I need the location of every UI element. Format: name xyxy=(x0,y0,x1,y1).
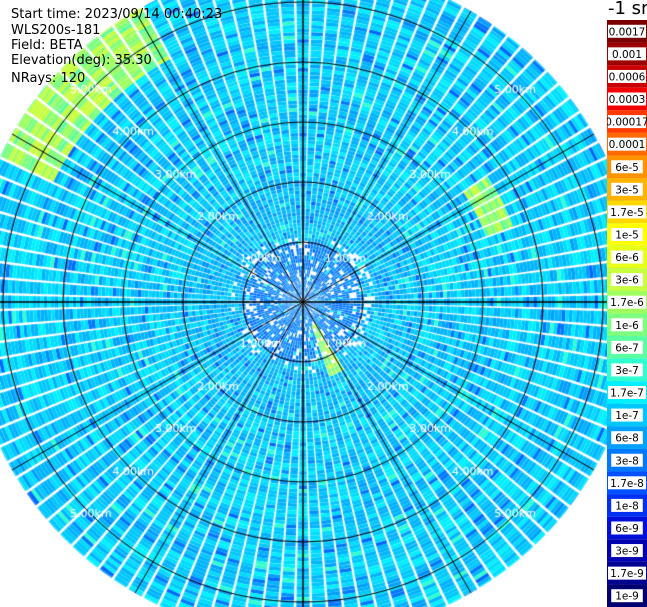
colorbar-label-bg xyxy=(608,115,646,129)
colorbar-tick-label: 1e-7 xyxy=(615,410,639,422)
colorbar-tick-label: 1e-8 xyxy=(615,500,639,512)
colorbar-tick-label: 1.7e-7 xyxy=(610,388,644,400)
colorbar-label-bg xyxy=(608,205,646,219)
colorbar-label-bg xyxy=(608,69,646,83)
colorbar-label-bg xyxy=(608,386,646,400)
colorbar-label-bg xyxy=(608,92,646,106)
colorbar-label-bg xyxy=(608,137,646,151)
colorbar-unit-label: -1 sr xyxy=(608,0,647,19)
colorbar-label-bg xyxy=(611,340,643,354)
colorbar-tick-label: 1e-5 xyxy=(615,229,639,241)
field-name: Field: BETA xyxy=(11,38,83,53)
colorbar-label-bg xyxy=(611,453,643,467)
colorbar-tick-label: 0.0006 xyxy=(609,71,646,83)
elevation-angle: Elevation(deg): 35.30 xyxy=(11,53,152,68)
colorbar-label-bg xyxy=(611,273,643,287)
colorbar-label-bg xyxy=(611,363,643,377)
colorbar-tick-label: 0.001 xyxy=(612,49,642,61)
start-time: Start time: 2023/09/14 00:40:23 xyxy=(11,7,223,22)
colorbar-tick-label: 1.7e-5 xyxy=(610,207,644,219)
colorbar-tick-label: 6e-6 xyxy=(615,252,639,264)
colorbar-tick-label: 3e-6 xyxy=(615,275,639,287)
colorbar-tick-label: 0.00017 xyxy=(607,117,647,129)
colorbar-tick-label: 6e-7 xyxy=(615,342,639,354)
colorbar-label-bg xyxy=(611,431,643,445)
colorbar-label-bg xyxy=(611,589,643,603)
colorbar-tick-label: 3e-9 xyxy=(615,546,639,558)
colorbar-label-bg xyxy=(611,408,643,422)
instrument-name: WLS200s-181 xyxy=(11,23,101,38)
colorbar-label-bg xyxy=(611,160,643,174)
nrays-count: NRays: 120 xyxy=(11,71,86,86)
colorbar-label-bg xyxy=(608,295,646,309)
colorbar-tick-label: 0.0003 xyxy=(609,94,646,106)
colorbar-label-bg xyxy=(608,566,646,580)
colorbar-tick-label: 6e-5 xyxy=(615,162,639,174)
colorbar-tick-label: 1.7e-8 xyxy=(610,478,644,490)
colorbar-tick-label: 0.0017 xyxy=(609,26,646,38)
colorbar-tick-label: 3e-7 xyxy=(615,365,639,377)
colorbar-label-bg xyxy=(611,544,643,558)
colorbar: 0.0017 0.001 0.0006 0.0003 0.00017 0.0001 6e-5… xyxy=(607,20,647,607)
colorbar-label-bg xyxy=(611,227,643,241)
colorbar-tick-label: 3e-5 xyxy=(615,184,639,196)
colorbar-label-bg xyxy=(611,521,643,535)
colorbar-label-bg xyxy=(608,24,646,38)
colorbar-tick-label: 1e-6 xyxy=(615,320,639,332)
colorbar-label-bg xyxy=(608,476,646,490)
colorbar-label-bg xyxy=(611,498,643,512)
colorbar-tick-label: 3e-8 xyxy=(615,455,639,467)
colorbar-tick-label: 6e-8 xyxy=(615,433,639,445)
colorbar-label-bg xyxy=(611,318,643,332)
colorbar-tick-label: 1e-9 xyxy=(615,591,639,603)
colorbar-tick-label: 1.7e-9 xyxy=(610,568,644,580)
colorbar-tick-label: 6e-9 xyxy=(615,523,639,535)
colorbar-label-bg xyxy=(611,250,643,264)
colorbar-label-bg xyxy=(611,182,643,196)
colorbar-label-bg xyxy=(608,47,646,61)
colorbar-tick-label: 1.7e-6 xyxy=(610,297,644,309)
colorbar-tick-label: 0.0001 xyxy=(609,139,646,151)
